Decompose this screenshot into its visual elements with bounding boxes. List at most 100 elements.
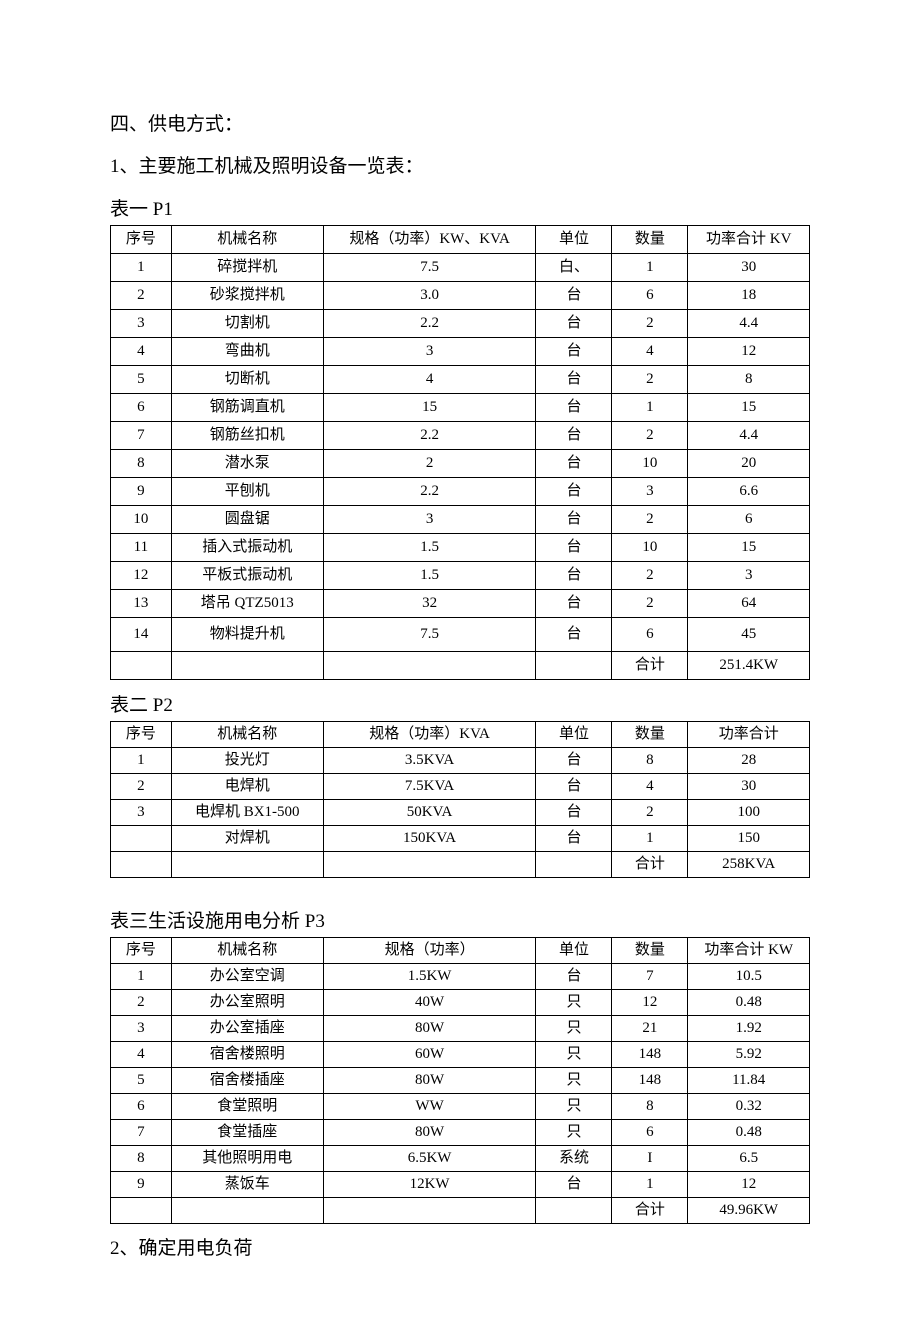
cell-seq: 1 bbox=[111, 254, 172, 282]
cell-unit: 台 bbox=[536, 366, 612, 394]
table-row: 2办公室照明40W只120.48 bbox=[111, 990, 810, 1016]
cell-seq: 13 bbox=[111, 590, 172, 618]
cell-unit: 台 bbox=[536, 826, 612, 852]
cell-qty: 1 bbox=[612, 1172, 688, 1198]
col-unit: 单位 bbox=[536, 938, 612, 964]
cell-total: 6.5 bbox=[688, 1146, 810, 1172]
cell-unit: 只 bbox=[536, 1016, 612, 1042]
cell-unit: 只 bbox=[536, 990, 612, 1016]
cell-spec: 40W bbox=[323, 990, 536, 1016]
cell-unit: 白、 bbox=[536, 254, 612, 282]
cell-total: 0.32 bbox=[688, 1094, 810, 1120]
table-row: 2电焊机7.5KVA台430 bbox=[111, 774, 810, 800]
cell-total: 6 bbox=[688, 506, 810, 534]
table-row: 6钢筋调直机15台115 bbox=[111, 394, 810, 422]
cell-spec: 4 bbox=[323, 366, 536, 394]
cell-seq: 3 bbox=[111, 310, 172, 338]
table-row: 9平刨机2.2台36.6 bbox=[111, 478, 810, 506]
table3-header-row: 序号 机械名称 规格（功率） 单位 数量 功率合计 KW bbox=[111, 938, 810, 964]
cell-qty: 2 bbox=[612, 366, 688, 394]
cell-seq: 3 bbox=[111, 800, 172, 826]
cell-qty: 10 bbox=[612, 450, 688, 478]
table-row: 5切断机4台28 bbox=[111, 366, 810, 394]
cell-spec: 12KW bbox=[323, 1172, 536, 1198]
cell-seq: 6 bbox=[111, 394, 172, 422]
cell-spec: 60W bbox=[323, 1042, 536, 1068]
cell-total: 1.92 bbox=[688, 1016, 810, 1042]
heading-load-determination: 2、确定用电负荷 bbox=[110, 1232, 810, 1266]
table-row: 14物料提升机7.5台645 bbox=[111, 618, 810, 652]
cell-qty: 12 bbox=[612, 990, 688, 1016]
col-qty: 数量 bbox=[612, 938, 688, 964]
cell-seq: 2 bbox=[111, 282, 172, 310]
table-row: 3切割机2.2台24.4 bbox=[111, 310, 810, 338]
cell-name: 食堂插座 bbox=[171, 1120, 323, 1146]
cell-qty: 8 bbox=[612, 748, 688, 774]
cell-unit: 只 bbox=[536, 1068, 612, 1094]
cell-unit: 只 bbox=[536, 1120, 612, 1146]
cell-unit: 台 bbox=[536, 422, 612, 450]
cell-unit: 系统 bbox=[536, 1146, 612, 1172]
col-spec: 规格（功率）KW、KVA bbox=[323, 226, 536, 254]
cell-total: 20 bbox=[688, 450, 810, 478]
cell-spec: 80W bbox=[323, 1016, 536, 1042]
cell-name: 宿舍楼照明 bbox=[171, 1042, 323, 1068]
cell-qty: 1 bbox=[612, 826, 688, 852]
cell-qty: 6 bbox=[612, 1120, 688, 1146]
table-row: 8潜水泵2台1020 bbox=[111, 450, 810, 478]
col-seq: 序号 bbox=[111, 226, 172, 254]
table-row: 1碎搅拌机7.5白、130 bbox=[111, 254, 810, 282]
cell-name: 办公室空调 bbox=[171, 964, 323, 990]
cell-name: 办公室照明 bbox=[171, 990, 323, 1016]
cell-name: 食堂照明 bbox=[171, 1094, 323, 1120]
cell-total: 3 bbox=[688, 562, 810, 590]
cell-name: 其他照明用电 bbox=[171, 1146, 323, 1172]
cell-qty: 6 bbox=[612, 282, 688, 310]
cell-total: 45 bbox=[688, 618, 810, 652]
cell-spec: 7.5 bbox=[323, 254, 536, 282]
cell-qty: 2 bbox=[612, 800, 688, 826]
cell-name: 对焊机 bbox=[171, 826, 323, 852]
cell-unit: 台 bbox=[536, 618, 612, 652]
cell-spec: 3.5KVA bbox=[323, 748, 536, 774]
table-row: 4宿舍楼照明60W只1485.92 bbox=[111, 1042, 810, 1068]
col-name: 机械名称 bbox=[171, 938, 323, 964]
cell-name: 宿舍楼插座 bbox=[171, 1068, 323, 1094]
cell-name: 钢筋丝扣机 bbox=[171, 422, 323, 450]
cell-spec: 80W bbox=[323, 1068, 536, 1094]
cell-qty: 1 bbox=[612, 254, 688, 282]
cell-name: 电焊机 bbox=[171, 774, 323, 800]
cell-seq: 7 bbox=[111, 1120, 172, 1146]
cell-qty: 10 bbox=[612, 534, 688, 562]
cell-qty: 21 bbox=[612, 1016, 688, 1042]
cell-seq: 5 bbox=[111, 366, 172, 394]
cell-spec: 2.2 bbox=[323, 422, 536, 450]
table-row: 7食堂插座80W只60.48 bbox=[111, 1120, 810, 1146]
cell-total: 15 bbox=[688, 534, 810, 562]
cell-total: 28 bbox=[688, 748, 810, 774]
cell-total: 30 bbox=[688, 254, 810, 282]
cell-qty: 8 bbox=[612, 1094, 688, 1120]
col-total: 功率合计 KW bbox=[688, 938, 810, 964]
cell-total: 0.48 bbox=[688, 990, 810, 1016]
cell-seq: 7 bbox=[111, 422, 172, 450]
table-row: 4弯曲机3台412 bbox=[111, 338, 810, 366]
table-row: 8其他照明用电6.5KW系统I6.5 bbox=[111, 1146, 810, 1172]
cell-spec: 2.2 bbox=[323, 310, 536, 338]
cell-spec: 32 bbox=[323, 590, 536, 618]
col-name: 机械名称 bbox=[171, 722, 323, 748]
cell-total: 6.6 bbox=[688, 478, 810, 506]
col-spec: 规格（功率） bbox=[323, 938, 536, 964]
sum-label: 合计 bbox=[612, 1198, 688, 1224]
table-row: 6食堂照明WW只80.32 bbox=[111, 1094, 810, 1120]
sum-label: 合计 bbox=[612, 652, 688, 680]
cell-seq: 4 bbox=[111, 1042, 172, 1068]
cell-total: 5.92 bbox=[688, 1042, 810, 1068]
cell-name: 蒸饭车 bbox=[171, 1172, 323, 1198]
col-total: 功率合计 bbox=[688, 722, 810, 748]
cell-qty: 148 bbox=[612, 1068, 688, 1094]
col-name: 机械名称 bbox=[171, 226, 323, 254]
cell-qty: 4 bbox=[612, 338, 688, 366]
cell-seq: 2 bbox=[111, 990, 172, 1016]
cell-total: 15 bbox=[688, 394, 810, 422]
